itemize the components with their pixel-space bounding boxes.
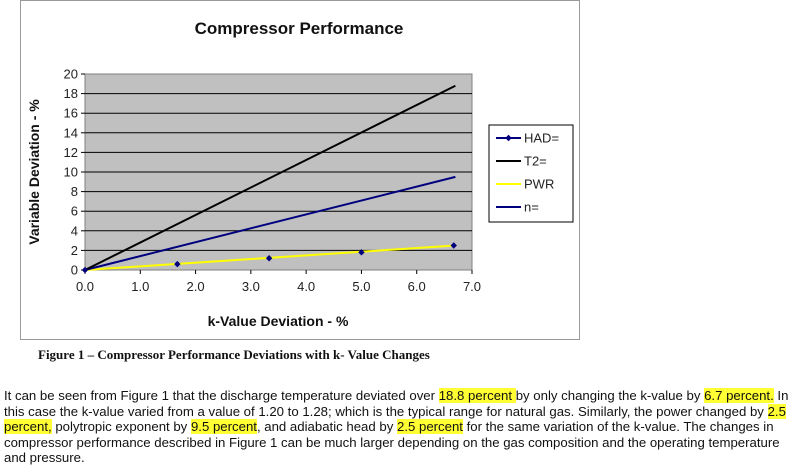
x-axis-label: k-Value Deviation - % <box>208 313 349 329</box>
highlighted-text: 9.5 percent <box>190 419 257 435</box>
series-t2-line <box>84 84 456 271</box>
legend-label-n: n= <box>524 200 539 215</box>
chart-frame: Compressor Performance 0 2 4 6 8 10 12 14 16 18 20… <box>20 0 580 340</box>
highlighted-text: 2.5 percent <box>396 419 463 435</box>
series-had-point <box>358 249 365 256</box>
chart: Compressor Performance 0 2 4 6 8 10 12 14 16 18 20… <box>26 19 574 329</box>
y-tick-label: 10 <box>64 165 78 180</box>
figure-caption: Figure 1 – Compressor Performance Deviat… <box>38 347 430 362</box>
y-tick-label: 6 <box>71 204 78 219</box>
legend-box <box>488 124 574 223</box>
y-tick-label: 18 <box>64 86 78 101</box>
y-tick-label: 0 <box>71 263 78 278</box>
legend-marker-had <box>505 134 512 142</box>
paragraph-text: polytropic exponent by <box>51 419 191 435</box>
x-tick-label: 3.0 <box>242 279 260 294</box>
paragraph-text: , and adiabatic head by <box>256 419 397 435</box>
x-tick-label: 1.0 <box>131 279 149 294</box>
x-tick-label: 4.0 <box>297 279 315 294</box>
legend-label-pwr: PWR <box>524 177 554 192</box>
y-tick-label: 16 <box>64 106 78 121</box>
x-tick-label: 5.0 <box>352 279 370 294</box>
series-had-point <box>265 255 273 262</box>
y-tick-label: 2 <box>71 243 78 258</box>
legend: HAD= T2= PWR n= <box>496 131 559 215</box>
x-tick-label: 2.0 <box>187 279 205 294</box>
y-tick-label: 20 <box>64 67 78 82</box>
y-tick-label: 4 <box>71 223 78 238</box>
axis-ticks: 0 2 4 6 8 10 12 14 16 18 20 0.0 1.0 2.0 3.0 4.0 5.0 6.0 7.… <box>64 67 482 295</box>
x-tick-label: 7.0 <box>463 279 481 294</box>
gridlines <box>85 93 472 251</box>
x-tick-label: 6.0 <box>408 279 426 294</box>
paragraph-text: In this case the k-value varied from a v… <box>4 388 789 419</box>
paragraph-text: It can be seen from Figure 1 that the di… <box>4 388 439 403</box>
highlighted-text: 6.7 percent. <box>704 388 774 403</box>
paragraph-text: for the same variation of the k-value. T… <box>4 419 780 466</box>
series-group <box>81 84 457 274</box>
series-had-point <box>174 260 181 268</box>
x-tick-label: 0.0 <box>76 279 94 294</box>
y-tick-label: 8 <box>71 184 78 199</box>
highlighted-text: 18.8 percent <box>438 388 516 403</box>
series-had-point <box>81 266 89 274</box>
paragraph-text: by only changing the k-value by <box>515 388 705 403</box>
chart-title: Compressor Performance <box>195 19 404 38</box>
legend-label-had: HAD= <box>524 131 559 146</box>
body-paragraph: It can be seen from Figure 1 that the di… <box>4 388 800 466</box>
y-tick-label: 12 <box>64 145 78 160</box>
series-had-point <box>450 242 457 249</box>
y-axis-label: Variable Deviation - % <box>26 99 42 245</box>
series-n-line <box>84 175 456 271</box>
legend-label-t2: T2= <box>524 154 547 169</box>
y-tick-label: 14 <box>64 125 78 140</box>
